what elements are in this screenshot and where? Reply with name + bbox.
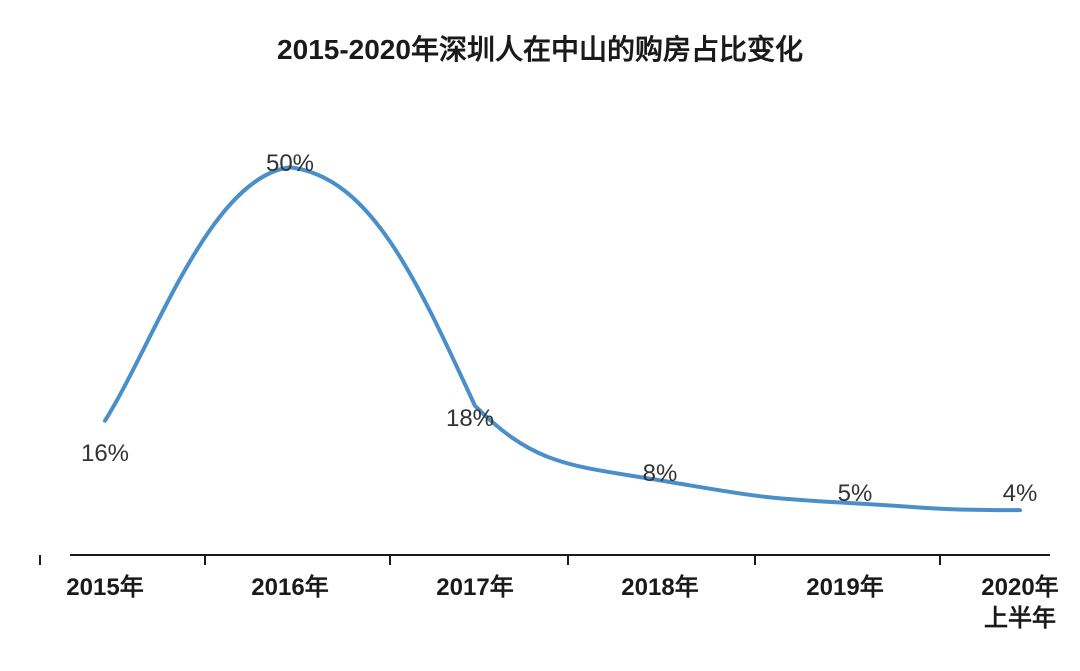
line-chart-svg	[0, 0, 1080, 671]
axis-label-1: 2016年	[251, 572, 328, 603]
axis-label-2: 2017年	[436, 572, 513, 603]
data-label-2: 18%	[446, 405, 494, 433]
data-label-3: 8%	[643, 460, 678, 488]
data-label-5: 4%	[1003, 480, 1038, 508]
axis-label-3: 2018年	[621, 572, 698, 603]
axis-label-4: 2019年	[806, 572, 883, 603]
chart-container: 2015-2020年深圳人在中山的购房占比变化 16%50%18%8%5%4% …	[0, 0, 1080, 671]
data-label-0: 16%	[81, 440, 129, 468]
data-label-1: 50%	[266, 150, 314, 178]
axis-label-0: 2015年	[66, 572, 143, 603]
data-label-4: 5%	[838, 480, 873, 508]
axis-label-5: 2020年上半年	[981, 572, 1058, 634]
